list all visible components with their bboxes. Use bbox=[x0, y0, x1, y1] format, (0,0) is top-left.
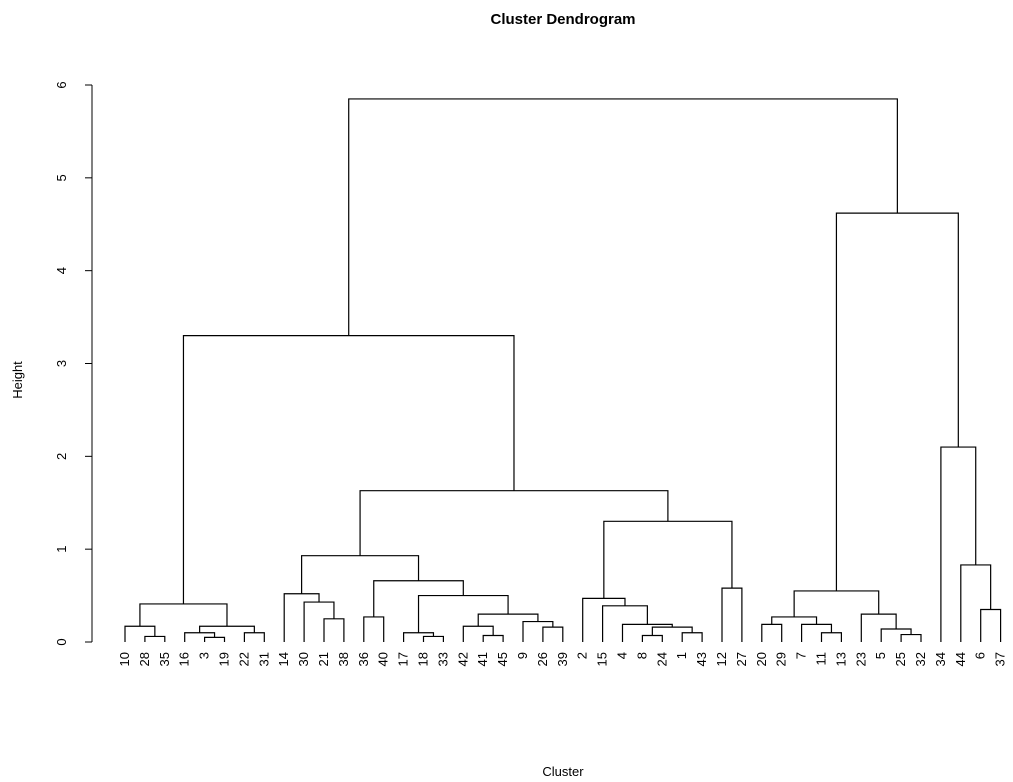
leaf-label: 38 bbox=[336, 652, 351, 666]
dendrogram-link bbox=[771, 616, 818, 625]
dendrogram-link bbox=[482, 634, 504, 642]
y-tick-label: 3 bbox=[54, 360, 69, 367]
leaf-label: 8 bbox=[634, 652, 649, 659]
leaf-label: 44 bbox=[953, 652, 968, 666]
leaf-label: 39 bbox=[555, 652, 570, 666]
y-tick-label: 4 bbox=[54, 267, 69, 274]
leaf-label: 32 bbox=[913, 652, 928, 666]
dendrogram-link bbox=[542, 626, 564, 642]
leaf-label: 45 bbox=[495, 652, 510, 666]
leaf-label: 3 bbox=[197, 652, 212, 659]
dendrogram-link bbox=[303, 601, 335, 642]
dendrogram-link bbox=[880, 628, 912, 642]
leaf-label: 37 bbox=[993, 652, 1008, 666]
leaf-label: 26 bbox=[535, 652, 550, 666]
leaf-label: 34 bbox=[933, 652, 948, 666]
dendrogram-link bbox=[184, 632, 216, 642]
dendrogram-link bbox=[761, 623, 783, 642]
dendrogram-link bbox=[204, 636, 226, 642]
leaf-label: 14 bbox=[276, 652, 291, 666]
leaf-label: 4 bbox=[615, 652, 630, 659]
dendrogram-link bbox=[144, 635, 166, 642]
dendrogram-link bbox=[651, 626, 693, 636]
y-axis-label: Height bbox=[10, 361, 25, 399]
leaf-label: 16 bbox=[177, 652, 192, 666]
dendrogram-link bbox=[359, 490, 669, 556]
dendrogram-link bbox=[801, 623, 833, 642]
leaf-label: 13 bbox=[833, 652, 848, 666]
dendrogram-link bbox=[139, 603, 228, 627]
dendrogram-link bbox=[182, 335, 515, 604]
dendrogram-link bbox=[582, 597, 626, 642]
dendrogram-link bbox=[980, 608, 1002, 642]
dendrogram-link bbox=[721, 587, 743, 642]
dendrogram-link bbox=[621, 623, 673, 642]
leaf-label: 6 bbox=[973, 652, 988, 659]
leaf-label: 29 bbox=[774, 652, 789, 666]
dendrogram-link bbox=[641, 634, 663, 642]
dendrogram-link bbox=[940, 446, 977, 642]
leaf-label: 42 bbox=[455, 652, 470, 666]
chart-title: Cluster Dendrogram bbox=[490, 11, 635, 28]
leaf-label: 23 bbox=[853, 652, 868, 666]
y-tick-label: 1 bbox=[54, 546, 69, 553]
leaf-label: 2 bbox=[575, 652, 590, 659]
dendrogram-link bbox=[900, 633, 922, 642]
leaf-label: 41 bbox=[475, 652, 490, 666]
y-tick-label: 6 bbox=[54, 81, 69, 88]
x-axis-label: Cluster bbox=[542, 764, 584, 779]
leaf-label: 24 bbox=[654, 652, 669, 666]
leaf-label: 36 bbox=[356, 652, 371, 666]
leaf-label: 9 bbox=[515, 652, 530, 659]
dendrogram-link bbox=[422, 635, 444, 642]
leaf-label: 21 bbox=[316, 652, 331, 666]
dendrogram-link bbox=[835, 212, 959, 591]
y-tick-label: 5 bbox=[54, 174, 69, 181]
dendrogram-link bbox=[348, 98, 898, 336]
leaf-label: 40 bbox=[376, 652, 391, 666]
y-tick-label: 2 bbox=[54, 453, 69, 460]
dendrogram-link bbox=[603, 520, 733, 599]
dendrogram-link bbox=[301, 555, 420, 594]
leaf-label: 30 bbox=[296, 652, 311, 666]
dendrogram-link bbox=[363, 616, 385, 642]
dendrogram-link bbox=[960, 564, 992, 642]
leaf-label: 10 bbox=[117, 652, 132, 666]
dendrogram-link bbox=[860, 613, 897, 642]
leaf-label: 28 bbox=[137, 652, 152, 666]
leaf-label: 12 bbox=[714, 652, 729, 666]
dendrogram-link bbox=[477, 613, 539, 627]
leaf-label: 11 bbox=[814, 652, 829, 666]
dendrogram-link bbox=[681, 632, 703, 642]
leaf-label: 43 bbox=[694, 652, 709, 666]
leaf-label: 19 bbox=[217, 652, 232, 666]
y-tick-label: 0 bbox=[54, 638, 69, 645]
dendrogram-link bbox=[243, 632, 265, 642]
leaf-label: 25 bbox=[893, 652, 908, 666]
leaf-label: 31 bbox=[256, 652, 271, 666]
dendrogram-link bbox=[323, 618, 345, 642]
leaf-label: 5 bbox=[873, 652, 888, 659]
dendrogram-link bbox=[199, 625, 255, 633]
leaf-label: 18 bbox=[416, 652, 431, 666]
leaf-label: 33 bbox=[435, 652, 450, 666]
dendrogram-link bbox=[522, 620, 554, 642]
dendrogram-link bbox=[283, 593, 320, 642]
dendrogram-link bbox=[124, 625, 156, 642]
leaf-label: 15 bbox=[595, 652, 610, 666]
dendrogram-link bbox=[462, 625, 494, 642]
leaf-label: 17 bbox=[396, 652, 411, 666]
leaf-label: 1 bbox=[674, 652, 689, 659]
dendrogram-link bbox=[820, 632, 842, 642]
leaf-label: 20 bbox=[754, 652, 769, 666]
leaf-label: 35 bbox=[157, 652, 172, 666]
leaf-label: 22 bbox=[236, 652, 251, 666]
dendrogram-link bbox=[793, 590, 880, 617]
leaf-label: 7 bbox=[794, 652, 809, 659]
leaf-label: 27 bbox=[734, 652, 749, 666]
dendrogram-link bbox=[403, 632, 435, 642]
